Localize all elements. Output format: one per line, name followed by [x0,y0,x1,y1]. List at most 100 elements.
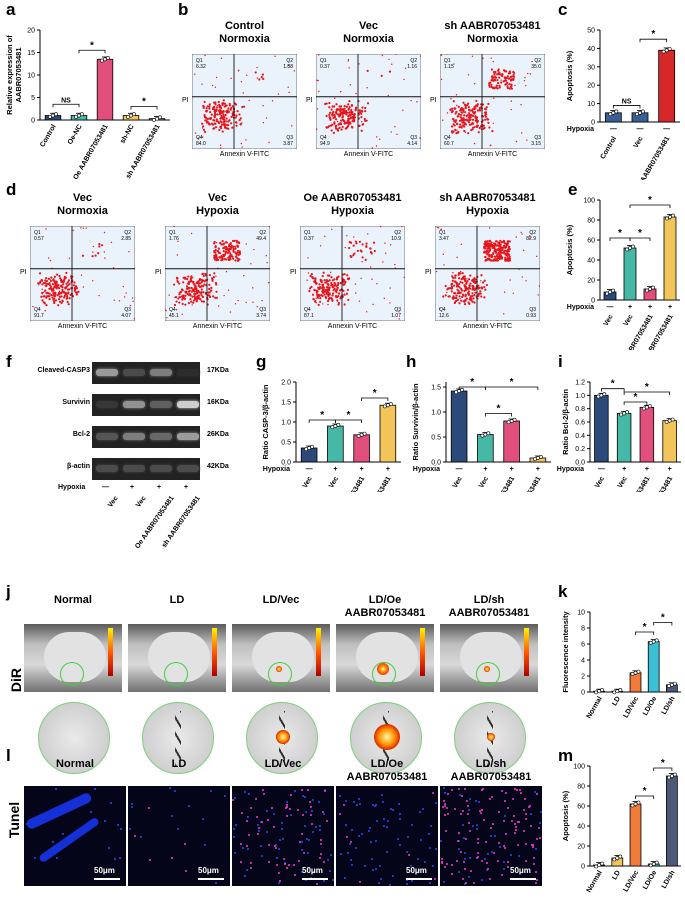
flow-event [80,227,82,229]
flow-event [330,129,333,132]
chart-i-ytick-label: 0.6 [575,420,585,427]
flow-q1-label: Q1 [169,230,176,236]
chart-c-point [611,110,616,115]
chart-h-ytick-label: 0.0 [431,460,441,467]
flow-event [457,105,460,108]
dapi-nucleus [358,834,361,837]
intensity-scalebar [316,628,321,676]
tunel-positive-cell [261,789,264,792]
dapi-nucleus [351,829,354,832]
flow-event [502,239,506,242]
flow-event [394,126,396,128]
flow-event [373,249,376,253]
flow-event [50,294,53,297]
flow-event [488,126,491,129]
flow-event [473,277,476,280]
flow-event [495,244,498,247]
chart-a-ylabel: Relative expression of [5,35,14,115]
intensity-scalebar [524,628,529,676]
dapi-nucleus [457,840,460,843]
flow-event [323,279,326,282]
flow-event [215,76,218,79]
flow-event [458,126,461,129]
tunel-positive-cell [443,814,446,817]
flow-event [334,118,338,121]
flow-event [41,299,44,302]
chart-i-bar [594,394,609,463]
fluorescence-spot-zoom [487,733,495,741]
flow-event [324,281,327,284]
blot-band [96,401,118,408]
tunel-image-2: 50μm [232,786,334,886]
flow-event [240,142,243,145]
flow-event [38,272,42,275]
tunel-positive-cell [507,861,510,864]
flow-event [234,251,237,255]
flow-event [358,300,361,302]
flow-event [360,250,363,253]
chart-i-hypoxia-label: Hypoxia [557,466,584,473]
flow-event [234,116,237,119]
chart-h-xtick-label: Vec [452,475,464,489]
flow-event [317,287,321,291]
tunel-positive-cell [514,823,517,826]
flow-event [329,111,332,114]
flow-d-ylabel-2: PI [290,268,297,276]
flow-event [504,79,508,82]
flow-event [338,126,341,129]
flow-event [213,115,216,118]
tunel-positive-cell [515,829,518,832]
flow-event [452,130,455,133]
dapi-nucleus [345,824,348,827]
flow-event [475,125,478,128]
flow-event [347,117,350,120]
tunel-positive-cell [469,830,472,832]
flow-event [327,300,330,303]
flow-event [346,235,348,237]
flow-event [53,295,57,298]
chart-c-point [614,109,619,114]
chart-e-point [651,285,655,290]
flow-event [258,78,261,81]
flow-plot-frame [440,54,545,149]
flow-event [206,294,210,297]
flow-event [48,295,51,298]
flow-event [333,113,336,117]
flow-event [236,249,240,253]
flow-event [471,292,474,295]
tunel-positive-cell [539,837,542,840]
flow-event [63,279,65,281]
flow-event [222,247,225,250]
chart-m-point [673,772,677,777]
flow-event [222,99,225,102]
flow-event [229,252,232,255]
tunel-positive-cell [462,878,465,881]
flow-event [509,279,511,281]
flow-event [499,245,502,248]
flow-event [515,140,518,143]
chart-g-sig-label: * [373,388,377,399]
flow-event [42,281,46,285]
flow-event [53,297,56,300]
tunel-positive-cell [270,806,273,809]
tunel-positive-cell [358,880,361,883]
flow-event [337,281,340,285]
flow-event [339,112,342,116]
flow-event [242,92,245,94]
flow-event [462,117,465,120]
tunel-positive-cell [519,791,522,794]
chart-m-bar [666,775,678,867]
flow-event [507,77,510,80]
flow-event [103,231,106,234]
flow-event [72,284,76,287]
dapi-nucleus [117,823,120,826]
flow-event [473,301,476,304]
flow-event [467,106,470,109]
tunel-positive-cell [523,797,526,800]
flow-event [181,313,183,316]
tunel-scale-bar [94,878,120,880]
dapi-nucleus [310,876,313,879]
flow-event [361,123,364,126]
